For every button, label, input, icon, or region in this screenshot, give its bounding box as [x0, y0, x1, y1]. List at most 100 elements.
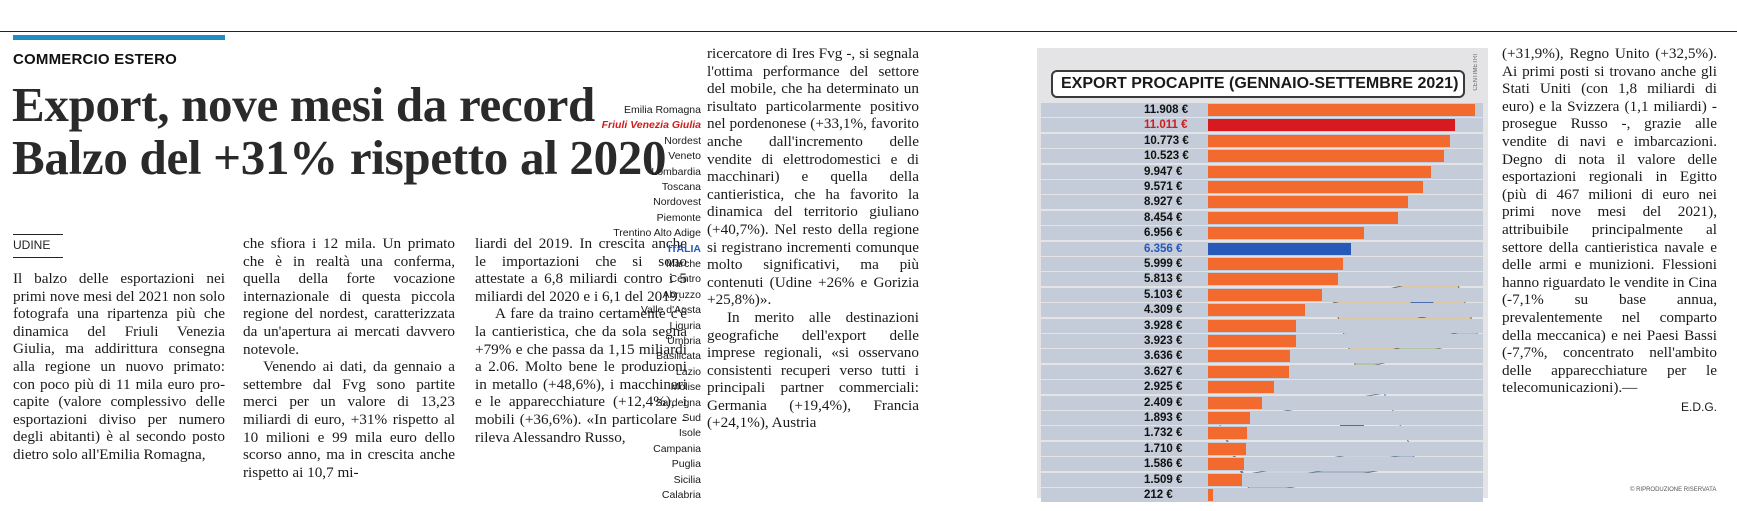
bar: [1208, 365, 1290, 378]
value-label: 10.773 €: [1144, 134, 1189, 147]
headline-line-1: Export, nove mesi da record: [12, 77, 596, 132]
paragraph: A fare da traino certamente c'è la canti…: [475, 305, 687, 446]
bar: [1208, 396, 1262, 409]
category-label: Umbria: [667, 335, 701, 347]
paragraph: liardi del 2019. In crescita anche le im…: [475, 235, 687, 305]
bar: [1208, 335, 1296, 347]
category-label: Basilicata: [656, 350, 701, 363]
bar: [1208, 104, 1475, 116]
category-label: ITALIA: [667, 242, 701, 255]
bar: [1208, 350, 1290, 363]
value-label: 5.813 €: [1144, 273, 1183, 286]
bar: [1208, 165, 1432, 178]
bar: [1208, 381, 1274, 394]
paragraph: ricercatore di Ires Fvg -, si segnala l'…: [707, 45, 919, 309]
category-label: Trentino Alto Adige: [613, 227, 701, 240]
category-label: Veneto: [668, 150, 701, 163]
value-label: 3.923 €: [1144, 335, 1183, 347]
row-band: [1041, 472, 1483, 487]
category-label: Abruzzo: [662, 288, 701, 301]
bar: [1208, 442, 1247, 455]
value-label: 3.636 €: [1144, 350, 1183, 363]
bar: [1208, 412, 1251, 424]
article-column-2: che sfiora i 12 mila. Un primato che è i…: [243, 235, 455, 481]
value-label: 1.710 €: [1144, 442, 1183, 455]
category-label: Valle d'Aosta: [640, 304, 701, 317]
dateline-rule-top: [13, 234, 63, 235]
section-label: COMMERCIO ESTERO: [13, 51, 178, 68]
article-column-1: Il balzo delle esportazioni nei primi no…: [13, 270, 225, 464]
category-label: Sicilia: [673, 473, 701, 486]
bar: [1208, 242, 1351, 255]
article-column-5: (+31,9%), Regno Unito (+32,5%). Ai primi…: [1502, 45, 1717, 416]
bar: [1208, 473, 1242, 486]
article-column-4: ricercatore di Ires Fvg -, si segnala l'…: [707, 45, 919, 432]
bar: [1208, 427, 1247, 440]
bar: [1208, 273, 1339, 286]
value-label: 11.011 €: [1144, 119, 1188, 132]
category-label: Friuli Venezia Giulia: [601, 119, 701, 132]
value-label: 1.893 €: [1144, 412, 1183, 424]
bar: [1208, 211, 1398, 224]
headline-line-2: Balzo del +31% rispetto al 2020: [12, 130, 667, 185]
value-label: 212 €: [1144, 489, 1173, 501]
value-label: 1.509 €: [1144, 473, 1183, 486]
bar: [1208, 119, 1455, 132]
paragraph: che sfiora i 12 mila. Un primato che è i…: [243, 235, 455, 358]
value-label: 8.454 €: [1144, 211, 1183, 224]
category-label: Lazio: [675, 365, 701, 378]
dateline-rule-bottom: [13, 257, 63, 258]
row-band: [1041, 441, 1483, 456]
bar: [1208, 181, 1423, 193]
row-band: [1041, 488, 1483, 502]
value-label: 11.908 €: [1144, 104, 1189, 116]
bar: [1208, 258, 1343, 270]
value-label: 3.928 €: [1144, 319, 1183, 332]
bar: [1208, 319, 1297, 332]
bar: [1208, 134, 1450, 147]
bar: [1208, 288, 1323, 301]
row-band: [1041, 457, 1483, 472]
value-label: 4.309 €: [1144, 304, 1183, 317]
value-label: 3.627 €: [1144, 365, 1183, 378]
bar: [1208, 458, 1244, 471]
graphic-credit: CENTIMETRI: [1473, 54, 1479, 91]
chart-title: EXPORT PROCAPITE (GENNAIO-SETTEMBRE 2021…: [1051, 70, 1465, 98]
category-label: Sardegna: [655, 396, 701, 409]
category-label: Molise: [670, 381, 701, 394]
category-label: Marche: [665, 258, 701, 270]
value-label: 10.523 €: [1144, 150, 1189, 163]
category-label: Campania: [653, 442, 701, 455]
author-signature: E.D.G.: [1680, 399, 1717, 414]
category-label: Nordovest: [653, 196, 701, 209]
copyright-note: © RIPRODUZIONE RISERVATA: [1630, 487, 1717, 493]
value-label: 9.571 €: [1144, 181, 1183, 193]
bar: [1208, 150, 1444, 163]
category-label: Toscana: [661, 181, 701, 193]
bar: [1208, 196, 1409, 209]
category-label: Piemonte: [656, 211, 701, 224]
value-label: 6.356 €: [1144, 242, 1183, 255]
bar: [1208, 304, 1305, 317]
row-band: [1041, 395, 1483, 410]
value-label: 5.999 €: [1144, 258, 1183, 270]
bar: [1208, 489, 1213, 501]
value-label: 5.103 €: [1144, 288, 1183, 301]
category-label: Emilia Romagna: [623, 104, 701, 116]
paragraph: Il balzo delle esportazioni nei primi no…: [13, 270, 225, 463]
value-label: 2.409 €: [1144, 396, 1183, 409]
export-infographic: EXPORT PROCAPITE (GENNAIO-SETTEMBRE 2021…: [602, 48, 1488, 502]
value-label: 6.956 €: [1144, 227, 1183, 240]
section-accent-bar: [13, 35, 225, 40]
value-label: 8.927 €: [1144, 196, 1183, 209]
category-label: Liguria: [669, 319, 701, 332]
value-label: 2.925 €: [1144, 381, 1183, 394]
category-label: Nordest: [664, 134, 701, 147]
row-band: [1041, 411, 1483, 425]
paragraph: Venendo ai dati, da gennaio a settembre …: [243, 358, 455, 481]
paragraph: (+31,9%), Regno Unito (+32,5%). Ai primi…: [1502, 45, 1717, 397]
category-label: Puglia: [671, 458, 701, 471]
dateline: UDINE: [13, 238, 51, 252]
value-label: 1.732 €: [1144, 427, 1183, 440]
value-label: 1.586 €: [1144, 458, 1183, 471]
